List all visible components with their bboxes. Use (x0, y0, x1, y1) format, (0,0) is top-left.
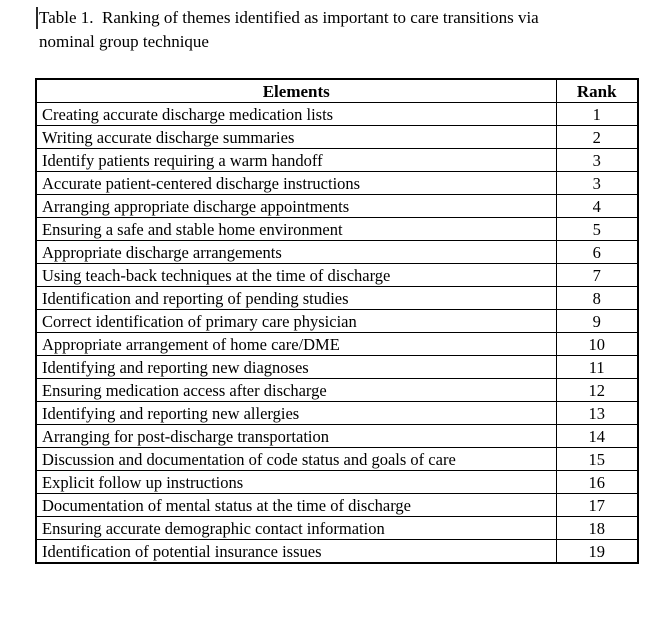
rank-cell[interactable]: 10 (555, 332, 639, 356)
table-row: Identify patients requiring a warm hando… (35, 148, 639, 172)
element-cell[interactable]: Identification of potential insurance is… (35, 539, 557, 564)
rank-cell[interactable]: 9 (555, 309, 639, 333)
table-row: Identifying and reporting new diagnoses 1… (35, 355, 639, 379)
table-row: Ensuring medication access after dischar… (35, 378, 639, 402)
rank-header-cell[interactable]: Rank (555, 78, 639, 103)
rank-cell[interactable]: 14 (555, 424, 639, 448)
text-cursor (36, 7, 38, 29)
element-cell[interactable]: Arranging for post-discharge transportat… (35, 424, 557, 448)
rank-cell[interactable]: 4 (555, 194, 639, 218)
ranking-table-body: Creating accurate discharge medication l… (35, 102, 639, 564)
header-row: Elements Rank (35, 78, 639, 103)
table-row: Ensuring a safe and stable home environm… (35, 217, 639, 241)
element-cell[interactable]: Ensuring accurate demographic contact in… (35, 516, 557, 540)
ranking-table: Elements Rank Creating accurate discharg… (35, 78, 639, 564)
element-cell[interactable]: Identify patients requiring a warm hando… (35, 148, 557, 172)
rank-cell[interactable]: 13 (555, 401, 639, 425)
table-row: Documentation of mental status at the ti… (35, 493, 639, 517)
table-caption-line1: Table 1. Ranking of themes identified as… (39, 8, 539, 27)
element-cell[interactable]: Ensuring a safe and stable home environm… (35, 217, 557, 241)
element-cell[interactable]: Appropriate arrangement of home care/DME (35, 332, 557, 356)
element-cell[interactable]: Creating accurate discharge medication l… (35, 102, 557, 126)
rank-cell[interactable]: 16 (555, 470, 639, 494)
rank-cell[interactable]: 3 (555, 148, 639, 172)
rank-cell[interactable]: 15 (555, 447, 639, 471)
table-row: Identifying and reporting new allergies 1… (35, 401, 639, 425)
table-row: Appropriate arrangement of home care/DME… (35, 332, 639, 356)
table-row: Identification and reporting of pending … (35, 286, 639, 310)
table-row: Explicit follow up instructions 16 (35, 470, 639, 494)
table-row: Discussion and documentation of code sta… (35, 447, 639, 471)
element-cell[interactable]: Arranging appropriate discharge appointm… (35, 194, 557, 218)
element-cell[interactable]: Explicit follow up instructions (35, 470, 557, 494)
table-row: Arranging for post-discharge transportat… (35, 424, 639, 448)
table-row: Using teach-back techniques at the time … (35, 263, 639, 287)
table-row: Arranging appropriate discharge appointm… (35, 194, 639, 218)
table-row: Writing accurate discharge summaries 2 (35, 125, 639, 149)
table-row: Identification of potential insurance is… (35, 539, 639, 564)
table-row: Creating accurate discharge medication l… (35, 102, 639, 126)
rank-cell[interactable]: 19 (555, 539, 639, 564)
table-row: Correct identification of primary care p… (35, 309, 639, 333)
rank-cell[interactable]: 11 (555, 355, 639, 379)
rank-cell[interactable]: 7 (555, 263, 639, 287)
element-cell[interactable]: Ensuring medication access after dischar… (35, 378, 557, 402)
rank-cell[interactable]: 12 (555, 378, 639, 402)
rank-cell[interactable]: 6 (555, 240, 639, 264)
rank-cell[interactable]: 3 (555, 171, 639, 195)
table-row: Accurate patient-centered discharge inst… (35, 171, 639, 195)
table-caption-line2: nominal group technique (39, 32, 209, 51)
element-cell[interactable]: Identifying and reporting new diagnoses (35, 355, 557, 379)
table-row: Ensuring accurate demographic contact in… (35, 516, 639, 540)
element-cell[interactable]: Identification and reporting of pending … (35, 286, 557, 310)
rank-cell[interactable]: 2 (555, 125, 639, 149)
table-caption[interactable]: Table 1. Ranking of themes identified as… (39, 6, 539, 54)
element-cell[interactable]: Accurate patient-centered discharge inst… (35, 171, 557, 195)
element-cell[interactable]: Appropriate discharge arrangements (35, 240, 557, 264)
rank-cell[interactable]: 17 (555, 493, 639, 517)
element-cell[interactable]: Using teach-back techniques at the time … (35, 263, 557, 287)
element-cell[interactable]: Writing accurate discharge summaries (35, 125, 557, 149)
element-cell[interactable]: Discussion and documentation of code sta… (35, 447, 557, 471)
element-cell[interactable]: Identifying and reporting new allergies (35, 401, 557, 425)
rank-cell[interactable]: 8 (555, 286, 639, 310)
rank-cell[interactable]: 1 (555, 102, 639, 126)
element-cell[interactable]: Documentation of mental status at the ti… (35, 493, 557, 517)
table-row: Appropriate discharge arrangements 6 (35, 240, 639, 264)
rank-cell[interactable]: 5 (555, 217, 639, 241)
rank-cell[interactable]: 18 (555, 516, 639, 540)
element-cell[interactable]: Correct identification of primary care p… (35, 309, 557, 333)
ranking-table-header: Elements Rank (35, 78, 639, 103)
elements-header-cell[interactable]: Elements (35, 78, 557, 103)
